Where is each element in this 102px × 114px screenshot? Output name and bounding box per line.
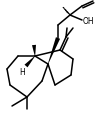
Text: OH: OH — [83, 16, 95, 25]
Polygon shape — [24, 56, 35, 68]
Polygon shape — [48, 38, 60, 65]
Text: H: H — [19, 67, 25, 76]
Polygon shape — [32, 45, 36, 57]
